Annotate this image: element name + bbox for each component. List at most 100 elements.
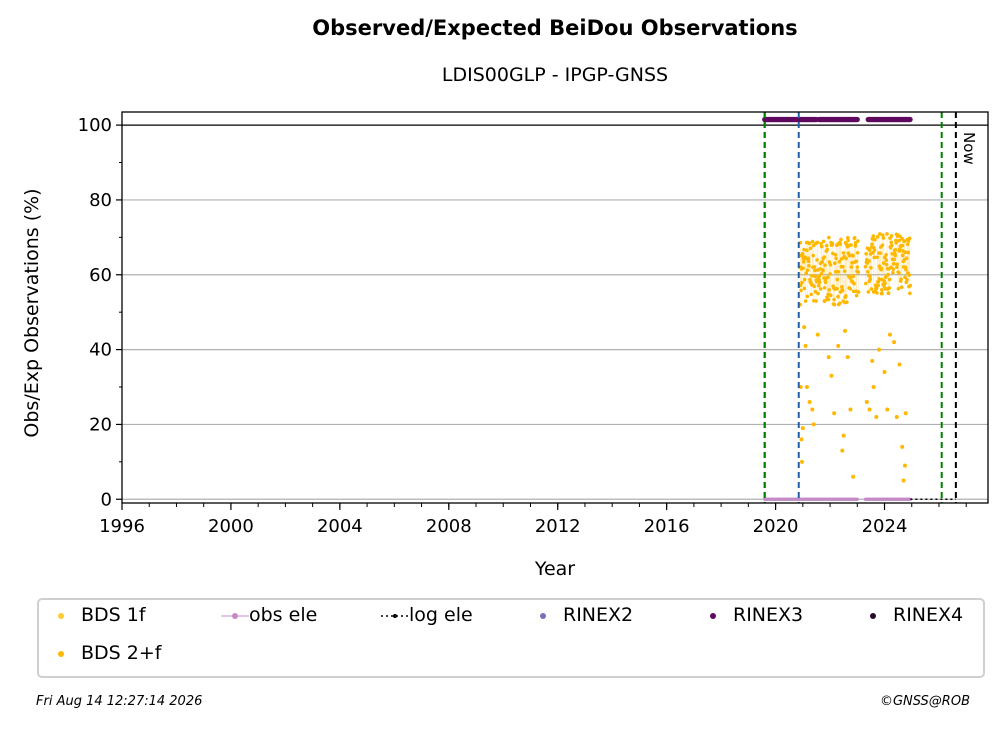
bds-2f-point [822,298,827,303]
bds-2f-point [802,277,807,282]
bds-2f-point [890,252,895,256]
bds-2f-point [836,269,841,274]
bds-2f-point [840,448,845,453]
axes: 0 20 40 60 80 100 1996 2000 2004 2008 2012 2016 2020… [78,111,989,537]
bds-2f-point [898,234,902,239]
bds-2f-point [886,291,891,295]
plot-frame [121,111,989,504]
bds-2f-point [838,242,843,246]
bds-2f-point [900,243,905,248]
bds-2f-point [805,294,810,299]
bds-2f-point [841,251,846,255]
x-tick-label: 1996 [99,516,145,537]
legend-dot [870,612,876,619]
bds-2f-point [843,328,848,333]
bds-2f-point [896,271,901,275]
bds-2f-point [826,275,830,280]
bds-2f-point [819,272,824,276]
bds-2f-point [885,407,890,412]
bds-2f-point [867,259,871,263]
legend-marker [710,612,716,619]
bds-2f-point [897,247,902,252]
bds-2f-point [889,234,894,238]
bds-2f-point [908,291,912,296]
bds-2f-point [826,297,831,302]
bds-2f-point [815,332,820,337]
bds-2f-point [802,286,807,291]
y-tick-label: 60 [89,265,112,286]
bds-2f-point [828,262,833,267]
chart-subtitle: LDIS00GLP - IPGP-GNSS [441,64,669,86]
bds-2f-point [830,241,835,246]
bds-2f-point [877,277,881,281]
bds-2f-point [876,283,880,288]
bds-2f-point [805,268,810,272]
legend-marker [221,612,249,619]
bds-2f-point [804,385,809,390]
bds-2f-point [880,243,885,247]
legend-marker [870,612,876,619]
bds-2f-point [887,286,892,290]
bds-2f-point [847,253,852,258]
bds-2f-point [869,265,873,270]
bds-2f-point [900,236,904,241]
bds-2f-point [856,270,861,275]
bds-2f-point [813,268,817,273]
bds-2f-point [829,373,834,378]
bds-2f-point [879,266,884,271]
obs-ele-point [855,497,859,501]
bds-2f-point [907,236,912,241]
bds-2f-point [907,273,912,277]
bds-2f-point [806,256,811,261]
bds-2f-point [852,281,856,286]
bds-2f-point [840,288,845,293]
x-tick-label: 2024 [862,516,908,537]
bds-2f-point [806,259,811,264]
bds-2f-point [900,444,905,449]
bds-2f-point [870,358,875,363]
bds-2f-point [845,355,850,360]
bds-2f-point [870,242,874,247]
bds-2f-point [900,253,905,258]
bds-2f-point [818,287,823,291]
bds-2f-point [892,262,896,266]
bds-2f-point [872,248,877,252]
bds-2f-point [835,277,840,282]
legend-item: obs ele [221,604,317,626]
bds-2f-point [842,269,847,273]
bds-2f-point [869,287,874,291]
legend: BDS 1f obs ele log ele RINEX2 RINEX3 RINEX4 BD… [37,598,985,678]
bds-2f-point [834,256,838,261]
bds-2f-point [803,299,808,303]
bds-2f-point [904,256,909,261]
bds-2f-point [868,274,872,278]
bds-2f-point [815,258,819,262]
bds-2f-point [799,437,804,442]
bds-2f-point [892,340,897,345]
timestamp: Fri Aug 14 12:27:14 2026 [36,694,203,709]
bds-2f-point [821,268,825,273]
bds-2f-point [848,287,853,291]
bds-2f-point [816,291,820,296]
bds-2f-point [891,267,896,271]
bds-2f-point [824,243,829,248]
bds-2f-point [800,280,804,285]
legend-label: RINEX4 [893,604,964,626]
legend-marker [58,612,64,619]
bds-2f-point [889,240,894,245]
bds-2f-point [874,286,879,291]
bds-2f-point [804,271,809,275]
bds-2f-point [810,239,815,244]
bds-2f-point [828,272,832,276]
bds-2f-point [807,241,812,246]
legend-item: BDS 2+f [53,642,161,664]
legend-label: BDS 1f [81,604,146,626]
x-tick-label: 2004 [317,516,363,537]
bds-2f-point [827,235,831,240]
bds-2f-point [849,243,853,247]
bds-2f-point [894,414,899,419]
bds-2f-point [878,232,882,236]
legend-dot [232,612,238,619]
legend-label: obs ele [249,604,318,626]
bds-2f-point [821,239,826,244]
